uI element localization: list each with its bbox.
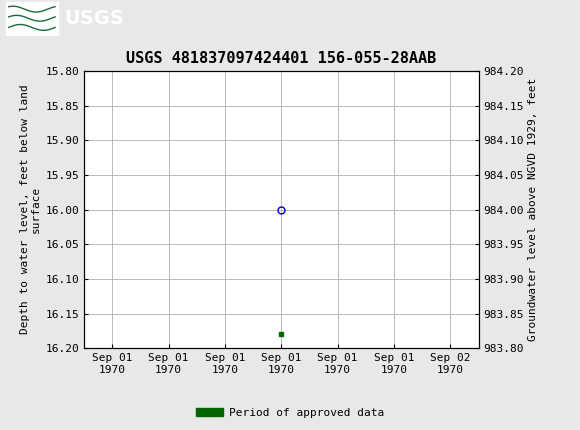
FancyBboxPatch shape: [6, 2, 58, 35]
Text: USGS: USGS: [64, 9, 124, 28]
Y-axis label: Groundwater level above NGVD 1929, feet: Groundwater level above NGVD 1929, feet: [528, 78, 538, 341]
Title: USGS 481837097424401 156-055-28AAB: USGS 481837097424401 156-055-28AAB: [126, 51, 436, 66]
Legend: Period of approved data: Period of approved data: [191, 403, 389, 422]
Y-axis label: Depth to water level, feet below land
surface: Depth to water level, feet below land su…: [20, 85, 41, 335]
